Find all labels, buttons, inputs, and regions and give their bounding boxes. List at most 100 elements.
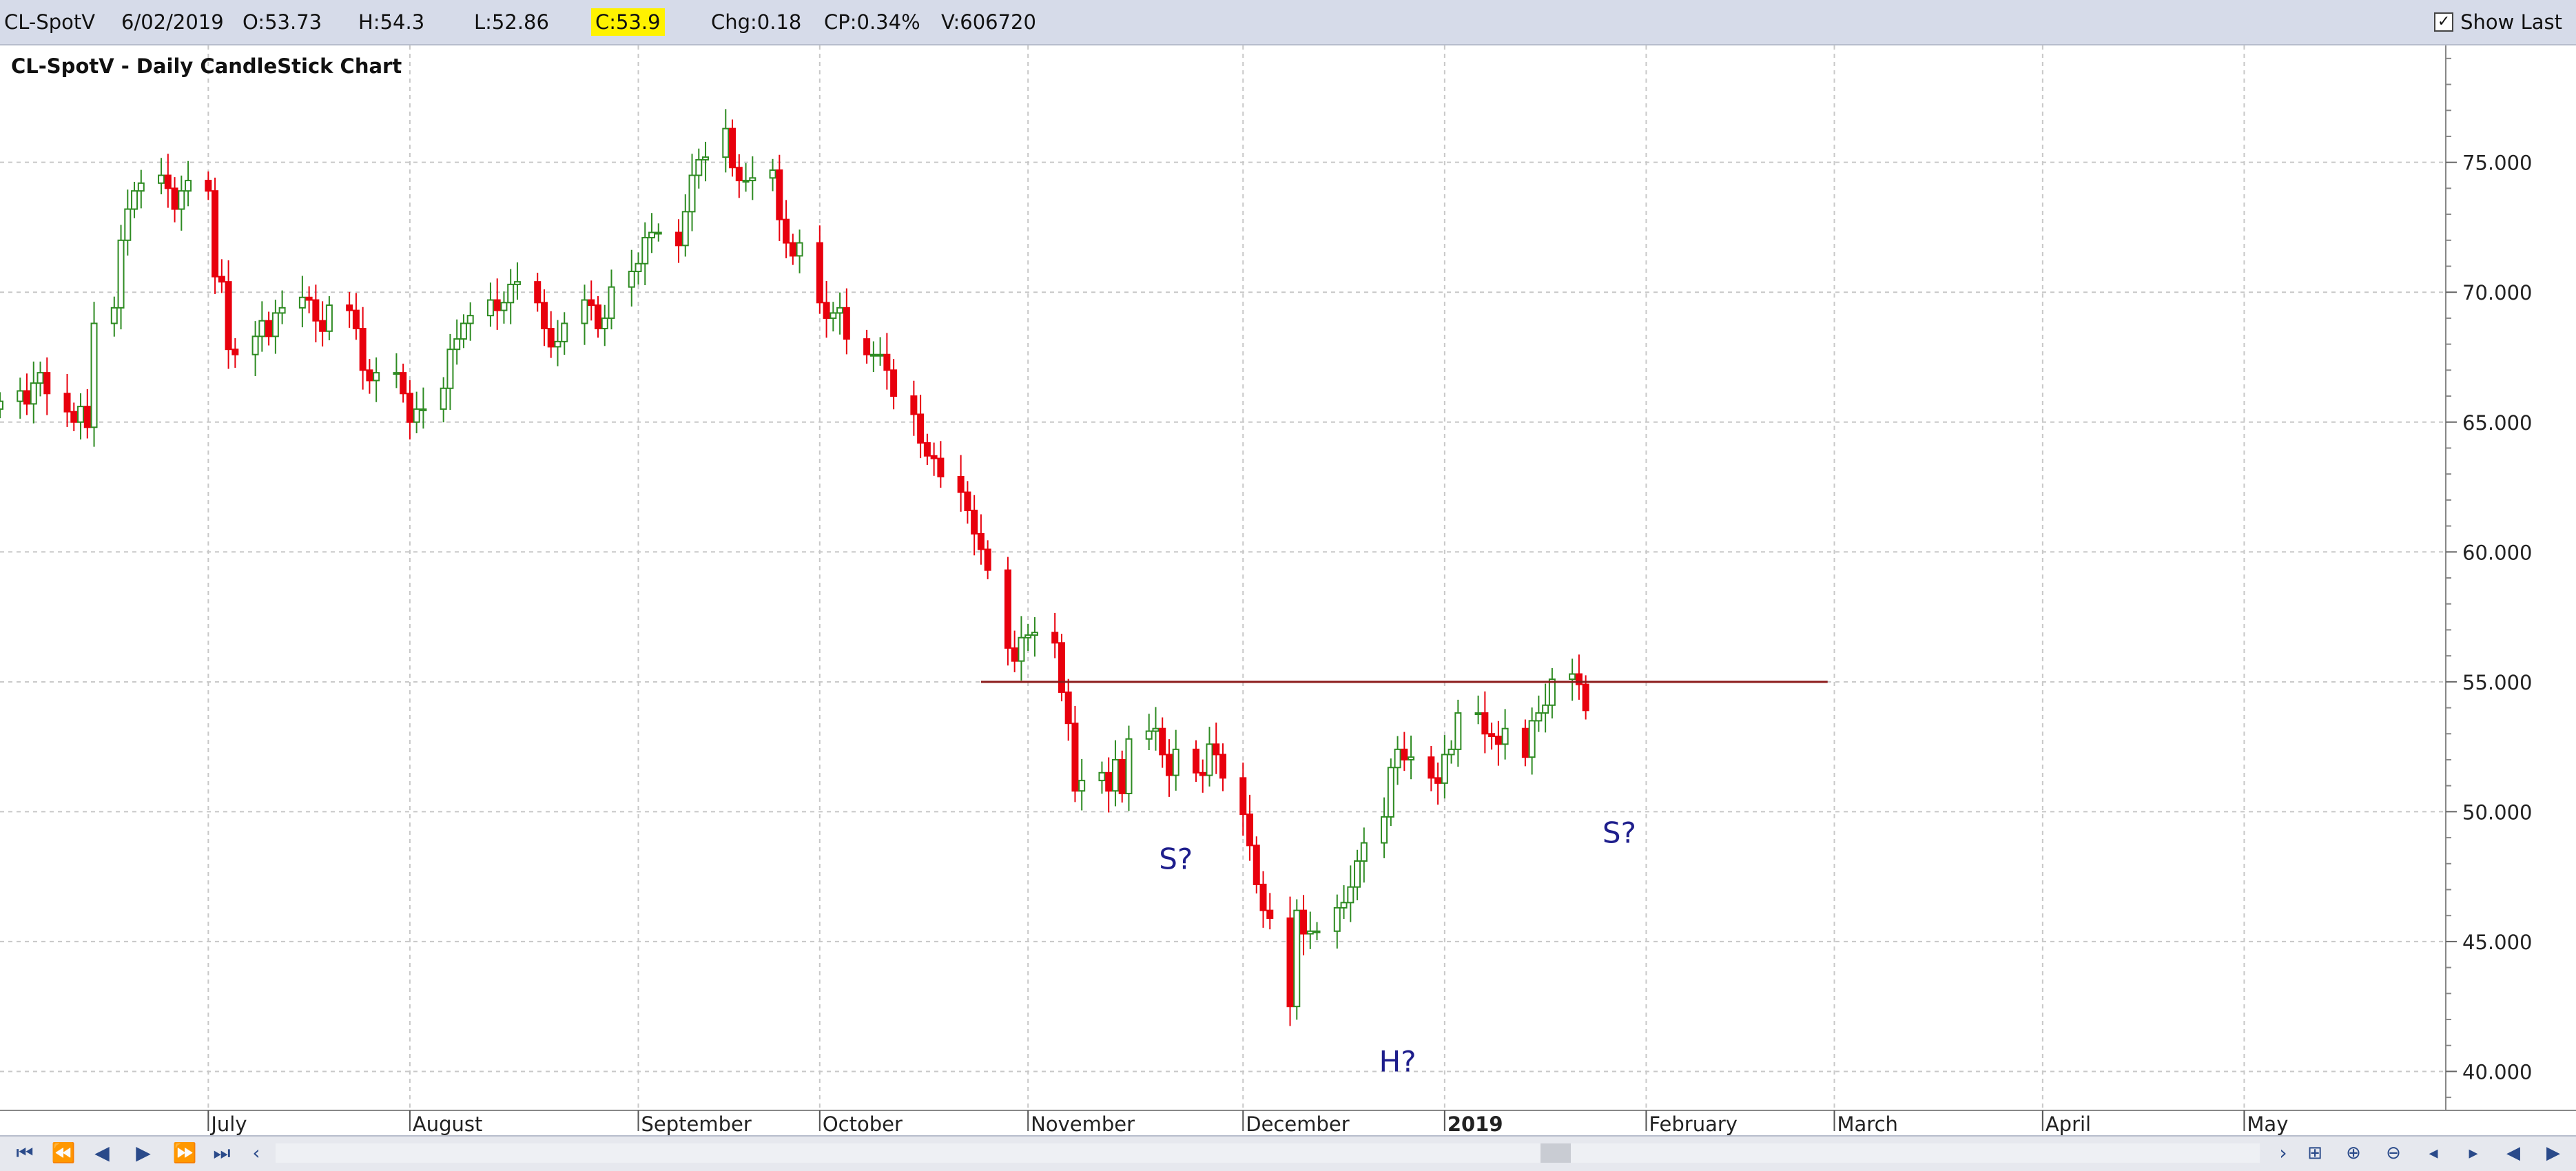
candle-body <box>1542 704 1549 714</box>
candle-body <box>1206 743 1213 776</box>
go-back-icon[interactable]: ◀ <box>2506 1143 2520 1163</box>
candle-body <box>1387 767 1394 818</box>
candle-body <box>1071 723 1079 792</box>
candle-body <box>440 387 447 410</box>
candle-body <box>823 302 830 319</box>
candle-body <box>836 307 844 314</box>
x-tick-label: July <box>209 1112 247 1135</box>
scroll-right-icon[interactable]: ▸ <box>2469 1143 2478 1163</box>
y-tick-label: 45.000 <box>2462 931 2532 954</box>
candle-body <box>540 302 548 330</box>
candle-body <box>977 532 985 550</box>
volume-value: V:606720 <box>941 10 1036 34</box>
candle-body <box>1333 906 1341 932</box>
horizontal-scrollbar[interactable] <box>276 1143 2260 1163</box>
candle-body <box>984 548 991 571</box>
candle-body <box>796 242 803 257</box>
candle-body <box>729 127 736 169</box>
candle-body <box>547 328 555 348</box>
candle-body <box>917 413 925 444</box>
candle-body <box>876 353 884 357</box>
candle-body <box>83 406 91 428</box>
show-last-checkbox[interactable]: ✓ <box>2434 12 2454 32</box>
candle-body <box>890 369 898 397</box>
candle-body <box>251 335 259 355</box>
candle-body <box>271 312 279 338</box>
forward-icon[interactable]: ▶ <box>136 1141 151 1164</box>
candle-body <box>594 304 601 330</box>
scrollbar-thumb[interactable] <box>1541 1143 1571 1163</box>
zoom-out-icon[interactable]: ⊖ <box>2386 1143 2401 1163</box>
candle-body <box>406 393 413 423</box>
candle-body <box>493 299 501 311</box>
candle-body <box>37 372 44 384</box>
candle-body <box>789 242 796 257</box>
x-tick-label: August <box>413 1112 483 1135</box>
candle-body <box>420 408 427 411</box>
candle-body <box>722 127 730 158</box>
quote-header: CL-SpotV 6/02/2019 O:53.73 H:54.3 L:52.8… <box>0 0 2576 45</box>
symbol-label: CL-SpotV <box>4 10 96 34</box>
candle-body <box>413 408 420 423</box>
go-end-icon[interactable]: ▶ <box>2546 1143 2560 1163</box>
candle-body <box>218 276 225 283</box>
candle-body <box>1521 727 1529 758</box>
candle-body <box>1575 673 1583 685</box>
x-tick-label: February <box>1649 1112 1738 1135</box>
candle-body <box>205 180 212 192</box>
y-tick-label: 55.000 <box>2462 671 2532 694</box>
candle-body <box>1058 642 1065 693</box>
candle-body <box>1340 902 1348 909</box>
candlestick-chart[interactable]: 40.000 45.000 50.000 55.000 60.000 65.000 70.0… <box>0 45 2576 1135</box>
candle-body <box>1447 748 1455 756</box>
candle-body <box>1105 771 1113 792</box>
chevron-left-icon[interactable]: ‹ <box>252 1141 260 1164</box>
candle-body <box>1347 886 1354 904</box>
candle-body <box>1394 748 1401 769</box>
candle-body <box>1011 647 1018 662</box>
candle-body <box>1354 860 1361 888</box>
candle-body <box>131 190 138 210</box>
candle-body <box>1024 634 1032 639</box>
candle-body <box>325 304 333 332</box>
candle-body <box>1125 738 1133 794</box>
candle-body <box>581 299 588 324</box>
x-tick-label: May <box>2247 1112 2288 1135</box>
candle-body <box>783 218 790 244</box>
zoom-in-icon[interactable]: ⊕ <box>2346 1143 2361 1163</box>
show-last-toggle[interactable]: ✓ Show Last <box>2434 8 2562 36</box>
candle-body <box>1582 683 1589 712</box>
candle-body <box>1535 712 1543 722</box>
candle-body <box>749 177 756 182</box>
last-icon[interactable]: ⏭ <box>213 1141 231 1164</box>
candle-body <box>298 296 306 309</box>
y-tick-label: 75.000 <box>2462 152 2532 175</box>
chevron-right-icon[interactable]: › <box>2279 1141 2287 1164</box>
back-icon[interactable]: ◀ <box>94 1141 110 1164</box>
candle-body <box>554 340 561 348</box>
candle-body <box>1239 777 1247 816</box>
candle-body <box>688 174 696 213</box>
y-tick-label: 70.000 <box>2462 281 2532 304</box>
candle-body <box>305 296 313 301</box>
candle-body <box>1145 730 1153 740</box>
date-value: 6/02/2019 <box>121 10 224 34</box>
candle-body <box>1293 909 1301 1008</box>
open-value: O:53.73 <box>243 10 322 34</box>
scroll-left-icon[interactable]: ◂ <box>2429 1143 2438 1163</box>
first-icon[interactable]: ⏮ <box>16 1141 34 1164</box>
x-tick-label: 2019 <box>1447 1112 1503 1135</box>
navigation-bar: ⏮ ⏪ ◀ ▶ ⏩ ⏭ ‹ › ⊞ ⊕ ⊖ ◂ ▸ ◀ ▶ <box>0 1135 2576 1171</box>
candle-body <box>1098 771 1106 782</box>
fast-back-icon[interactable]: ⏪ <box>51 1141 76 1164</box>
candle-body <box>681 211 689 247</box>
fast-forward-icon[interactable]: ⏩ <box>172 1141 197 1164</box>
zoom-fit-icon[interactable]: ⊞ <box>2307 1143 2322 1163</box>
candle-body <box>124 208 132 241</box>
candle-body <box>110 307 118 324</box>
candle-body <box>352 309 360 330</box>
candle-body <box>695 158 703 176</box>
candle-body <box>1004 569 1011 649</box>
candle-body <box>1548 678 1556 706</box>
candle-body <box>164 174 172 189</box>
